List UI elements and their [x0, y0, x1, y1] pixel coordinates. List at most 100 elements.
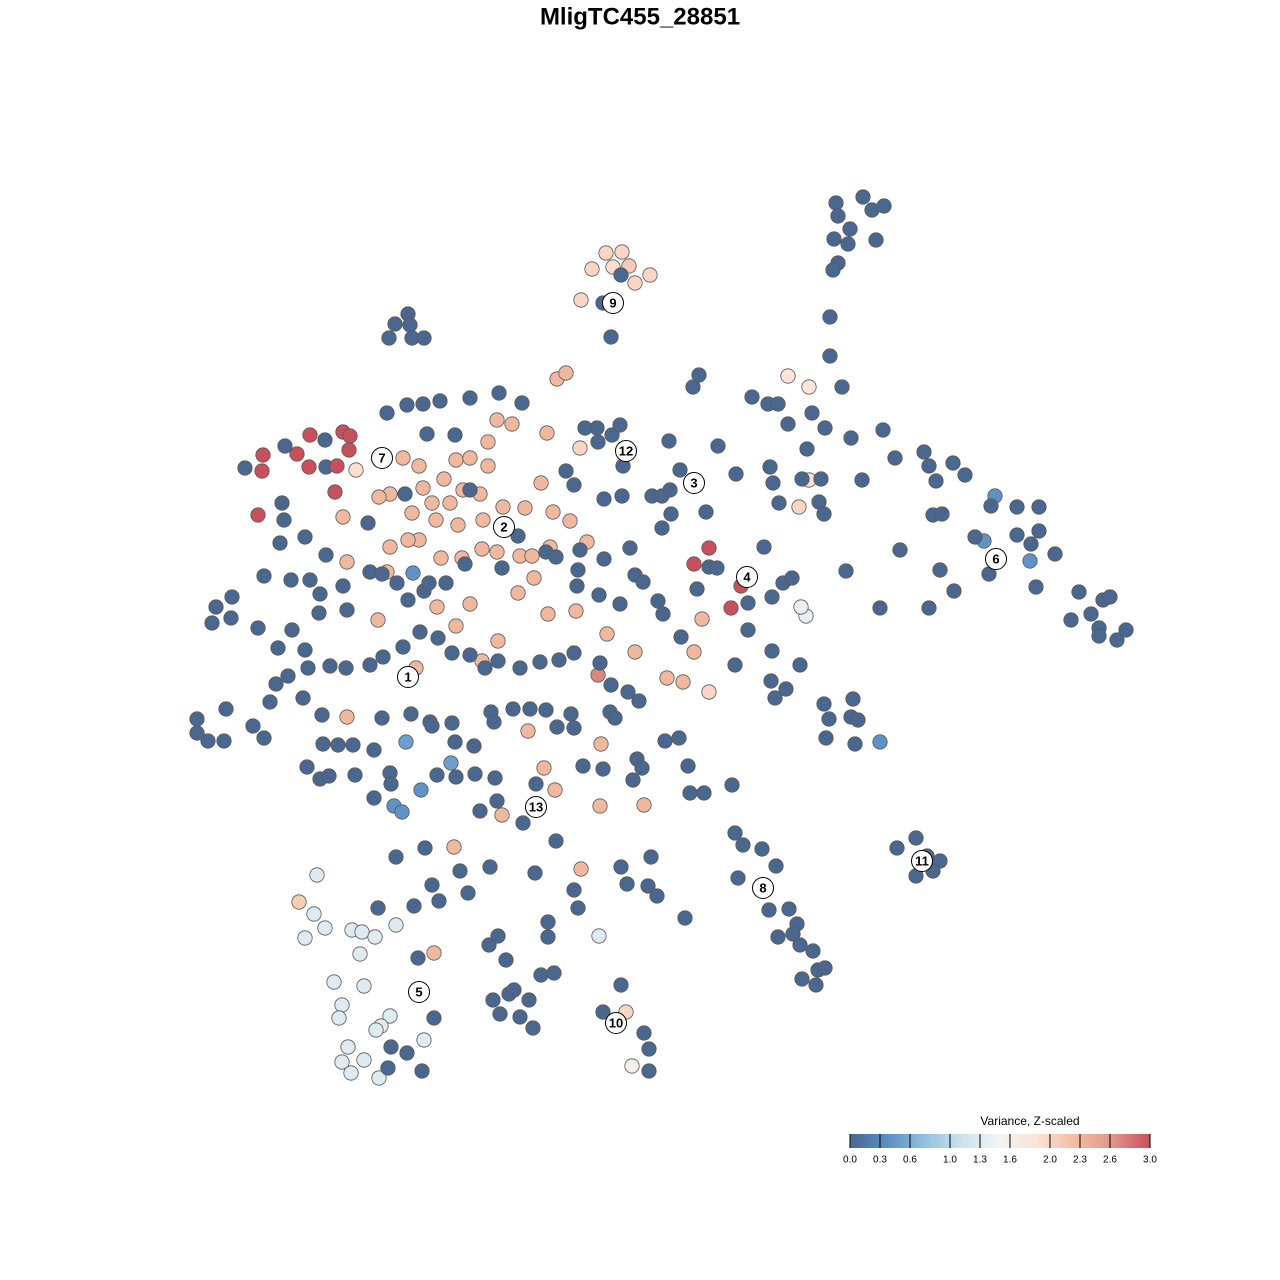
point [868, 232, 884, 248]
point [1102, 589, 1118, 605]
point [317, 920, 333, 936]
point [816, 506, 832, 522]
point [283, 572, 299, 588]
point [388, 917, 404, 933]
point [540, 606, 556, 622]
point [485, 992, 501, 1008]
point [876, 198, 892, 214]
point [875, 422, 891, 438]
point [404, 505, 420, 521]
point [822, 348, 838, 364]
point [945, 455, 961, 471]
point [447, 427, 463, 443]
point [916, 444, 932, 460]
cluster-marker [371, 447, 393, 469]
point [570, 900, 586, 916]
point [761, 902, 777, 918]
point [289, 446, 305, 462]
point [395, 450, 411, 466]
point [620, 684, 636, 700]
point [354, 924, 370, 940]
point [302, 427, 318, 443]
point [614, 244, 630, 260]
point [352, 946, 368, 962]
point [462, 390, 478, 406]
point [551, 652, 567, 668]
point [314, 707, 330, 723]
point [347, 767, 363, 783]
point [256, 568, 272, 584]
point [834, 379, 850, 395]
point [515, 815, 531, 831]
chart-title: MligTC455_28851 [540, 3, 740, 30]
point [462, 450, 478, 466]
point [847, 736, 863, 752]
point [533, 967, 549, 983]
point [412, 624, 428, 640]
point [383, 776, 399, 792]
point [374, 710, 390, 726]
point [416, 1032, 432, 1048]
point [490, 633, 506, 649]
point [426, 1010, 442, 1026]
point [1091, 628, 1107, 644]
point [250, 507, 266, 523]
point [612, 417, 628, 433]
point [480, 458, 496, 474]
cluster-marker [615, 440, 637, 462]
point [389, 575, 405, 591]
point [306, 906, 322, 922]
point [624, 1058, 640, 1074]
point [312, 586, 328, 602]
point [297, 930, 313, 946]
point [506, 982, 522, 998]
point [270, 640, 286, 656]
point [329, 458, 345, 474]
point [921, 600, 937, 616]
point [268, 676, 284, 692]
cluster-marker [602, 292, 624, 314]
point [189, 725, 205, 741]
point [532, 654, 548, 670]
point [568, 603, 584, 619]
point [415, 396, 431, 412]
point [603, 677, 619, 693]
point [680, 758, 696, 774]
points [189, 189, 1134, 1086]
point [677, 910, 693, 926]
point [444, 715, 460, 731]
point [596, 551, 612, 567]
point [327, 484, 343, 500]
point [1022, 553, 1038, 569]
point [1083, 606, 1099, 622]
point [613, 859, 629, 875]
point [443, 755, 459, 771]
point [494, 807, 510, 823]
point [339, 554, 355, 570]
point [724, 777, 740, 793]
point [808, 977, 824, 993]
point [1047, 546, 1063, 562]
point [494, 560, 510, 576]
cluster-marker [911, 850, 933, 872]
point [830, 208, 846, 224]
point [740, 622, 756, 638]
point [446, 839, 462, 855]
point [934, 506, 950, 522]
point [701, 684, 717, 700]
point [792, 657, 808, 673]
point [413, 782, 429, 798]
point [825, 262, 841, 278]
point [784, 570, 800, 586]
colorbar-tick-label: 0.3 [873, 1155, 887, 1166]
cluster-label: 2 [500, 519, 507, 534]
point [299, 759, 315, 775]
point [370, 612, 386, 628]
point [592, 798, 608, 814]
point [400, 532, 416, 548]
point [335, 509, 351, 525]
point [686, 556, 702, 572]
point [340, 1039, 356, 1055]
point [510, 585, 526, 601]
point [256, 730, 272, 746]
